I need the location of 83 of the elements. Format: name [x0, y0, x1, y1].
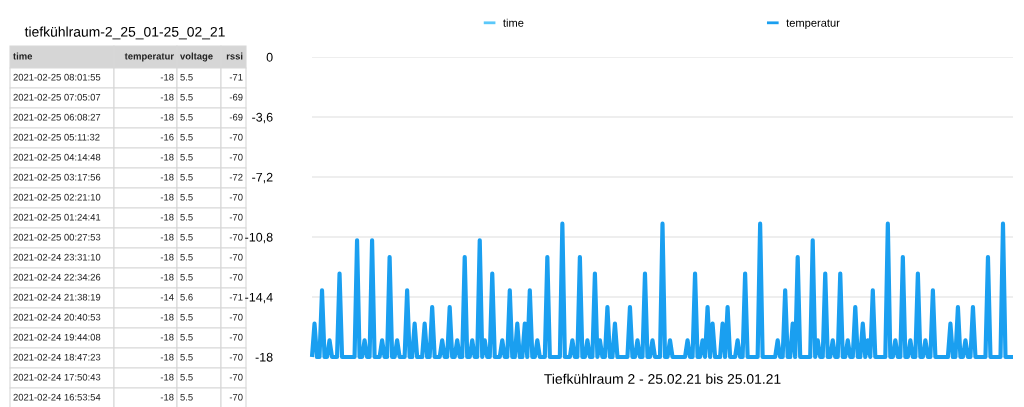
text: -18	[160, 113, 174, 121]
text: -70	[229, 373, 243, 381]
text: -70	[229, 193, 243, 201]
text: 2021-02-25 02:21:10	[13, 193, 101, 201]
text: 2021-02-25 07:05:07	[13, 93, 101, 101]
text: -70	[229, 313, 243, 321]
y-tick-label: -3,6	[252, 112, 273, 124]
legend-label: temperatur	[786, 19, 840, 29]
x-axis-title: Tiefkühlraum 2 - 25.02.21 bis 25.01.21	[544, 373, 781, 384]
text: -18	[160, 93, 174, 101]
text: -70	[229, 213, 243, 221]
text: 5.5	[180, 273, 193, 281]
text: 5.5	[180, 173, 193, 181]
text: 5.5	[180, 253, 193, 261]
text: -70	[229, 153, 243, 161]
text: 2021-02-24 22:34:26	[13, 273, 101, 281]
text: 2021-02-25 06:08:27	[13, 113, 101, 121]
category-label: rssi	[226, 52, 243, 60]
y-tick-label: 0	[266, 52, 273, 62]
text: -18	[160, 73, 174, 81]
text: 2021-02-24 18:47:23	[13, 353, 101, 361]
text: -18	[160, 153, 174, 161]
text: -18	[160, 393, 174, 401]
text: -18	[160, 193, 174, 201]
text: -69	[229, 93, 243, 101]
text: 2021-02-25 03:17:56	[13, 173, 101, 181]
text: -70	[229, 233, 243, 241]
text: 2021-02-25 00:27:53	[13, 233, 101, 241]
text: -69	[229, 113, 243, 121]
text: 5.5	[180, 353, 193, 361]
line-series	[309, 221, 1016, 360]
text: -18	[160, 253, 174, 261]
text: -70	[229, 333, 243, 341]
text: 2021-02-24 16:53:54	[13, 393, 101, 401]
y-tick-label: -7,2	[252, 172, 273, 184]
text: -71	[229, 293, 243, 301]
text: 5.5	[180, 113, 193, 121]
text: tiefkühlraum-2_25_01-25_02_21	[24, 26, 225, 40]
text: 5.5	[180, 313, 193, 321]
text: 2021-02-24 21:38:19	[13, 293, 101, 301]
text: -14	[160, 293, 174, 301]
text: -70	[229, 253, 243, 261]
text: 2021-02-25 05:11:32	[13, 133, 100, 141]
text: 5.5	[180, 233, 193, 241]
text: 2021-02-24 23:31:10	[13, 253, 101, 261]
text: -70	[229, 353, 243, 361]
text: 2021-02-25 08:01:55	[13, 73, 101, 81]
y-tick-label: -18	[255, 352, 273, 362]
text: -18	[160, 213, 174, 221]
text: 5.5	[180, 153, 193, 161]
text: 5.5	[180, 213, 193, 221]
y-tick-label: -10,8	[245, 232, 273, 244]
text: -18	[160, 373, 174, 381]
text: -18	[160, 333, 174, 341]
text: 2021-02-25 01:24:41	[13, 213, 101, 221]
text: 5.6	[180, 293, 193, 301]
text: -16	[160, 133, 174, 141]
text: -72	[229, 173, 243, 181]
category-label: time	[13, 52, 33, 60]
text: 2021-02-24 17:50:43	[13, 373, 101, 381]
text: 5.5	[180, 73, 193, 81]
text: 5.5	[180, 333, 193, 341]
text: 5.5	[180, 133, 193, 141]
y-tick-label: -14,4	[245, 292, 273, 304]
text: 2021-02-24 19:44:08	[13, 333, 101, 341]
text: -18	[160, 173, 174, 181]
category-label: temperatur	[124, 53, 174, 62]
category-label: voltage	[180, 52, 213, 62]
text: -70	[229, 273, 243, 281]
text: 5.5	[180, 373, 193, 381]
text: -70	[229, 133, 243, 141]
text: -70	[229, 393, 243, 401]
text: -18	[160, 273, 174, 281]
text: 5.5	[180, 193, 193, 201]
text: 2021-02-24 20:40:53	[13, 313, 101, 321]
text: 5.5	[180, 393, 193, 401]
text: -18	[160, 353, 174, 361]
text: 2021-02-25 04:14:48	[13, 153, 101, 161]
legend-label: time	[503, 18, 524, 27]
text: -18	[160, 233, 174, 241]
text: -18	[160, 313, 174, 321]
text: 5.5	[180, 93, 193, 101]
text: -71	[229, 73, 243, 81]
